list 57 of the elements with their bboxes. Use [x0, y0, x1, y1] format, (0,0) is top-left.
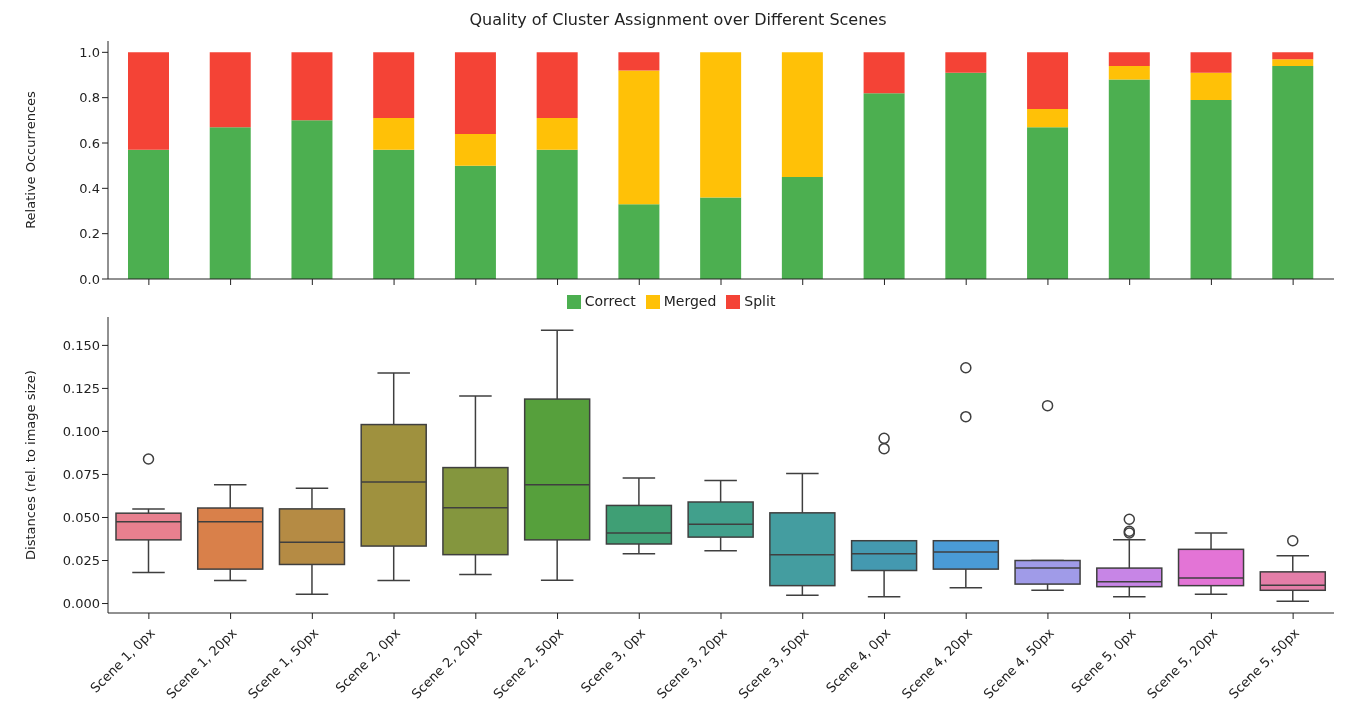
bar	[781, 52, 823, 177]
bar	[700, 197, 742, 279]
y-tick-label: 0.000	[62, 596, 100, 612]
bar	[373, 52, 415, 119]
bar	[373, 118, 415, 150]
bar	[1190, 52, 1232, 73]
y-tick-label: 0.025	[62, 553, 100, 569]
y-axis-title: Relative Occurrences	[22, 90, 38, 229]
bar	[536, 118, 578, 150]
bar	[1108, 65, 1150, 80]
bar	[863, 93, 905, 279]
bar	[1027, 52, 1069, 109]
bar	[1272, 52, 1314, 60]
bar	[209, 127, 251, 279]
bar	[209, 52, 251, 128]
bar	[618, 70, 660, 205]
bar	[454, 133, 496, 166]
y-tick-label: 1.0	[79, 44, 100, 60]
bar	[536, 149, 578, 279]
legend-label: Merged	[663, 293, 717, 309]
y-tick-label: 0.125	[62, 381, 100, 397]
y-tick-label: 0.0	[79, 271, 100, 287]
bar	[291, 120, 333, 279]
y-tick-label: 0.050	[62, 510, 100, 526]
y-axis-title: Distances (rel. to image size)	[22, 370, 38, 560]
bar	[128, 149, 169, 279]
bar	[1027, 109, 1069, 128]
bar	[1272, 65, 1314, 279]
bar	[781, 177, 823, 279]
bar	[945, 52, 987, 73]
chart-title: Quality of Cluster Assignment over Different Scenes	[468, 9, 888, 31]
bar	[1190, 99, 1232, 279]
bar	[618, 52, 660, 71]
bar	[863, 52, 905, 94]
y-tick-label: 0.4	[79, 180, 100, 196]
bar	[1190, 72, 1232, 100]
bar	[700, 52, 742, 198]
bar	[373, 149, 415, 279]
bar	[128, 52, 169, 150]
y-tick-label: 0.6	[79, 135, 100, 151]
bar	[1272, 59, 1314, 66]
y-tick-label: 0.2	[79, 226, 100, 242]
y-tick-label: 0.075	[62, 467, 100, 483]
bar	[454, 165, 496, 279]
legend-label: Correct	[584, 293, 636, 309]
y-tick-label: 0.150	[62, 338, 100, 354]
bar	[536, 52, 578, 119]
y-tick-label: 0.8	[79, 90, 100, 106]
bar	[1027, 127, 1069, 279]
bar	[1108, 79, 1150, 279]
bar	[1108, 52, 1150, 66]
bar	[945, 72, 987, 279]
bar	[454, 52, 496, 134]
legend-label: Split	[744, 293, 776, 309]
bar	[291, 52, 333, 121]
bar	[618, 204, 660, 279]
y-tick-label: 0.100	[62, 424, 100, 440]
